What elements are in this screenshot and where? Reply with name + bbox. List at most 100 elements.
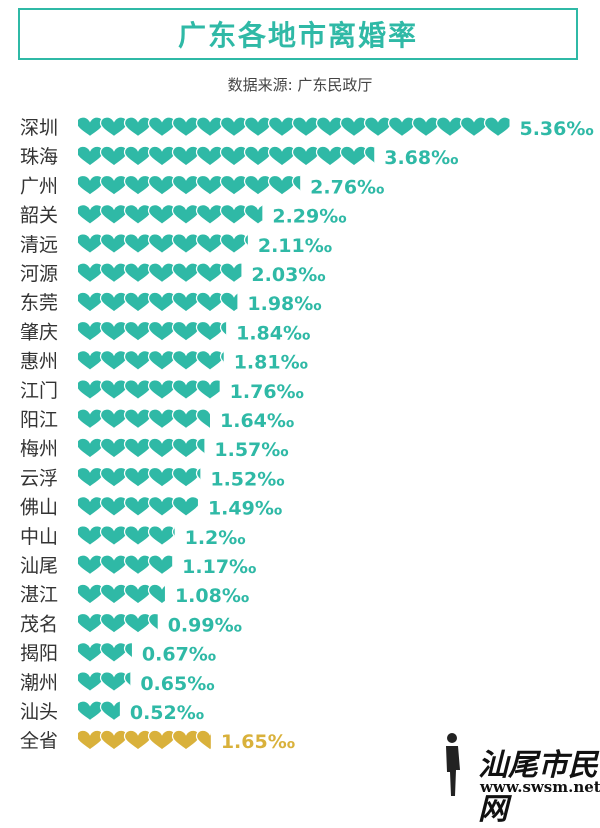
heart-icon	[411, 116, 441, 138]
value-label: 1.2‰	[185, 527, 246, 549]
heart-icon	[219, 233, 248, 255]
heart-icon	[195, 408, 211, 430]
bar	[78, 437, 205, 459]
category-label: 佛山	[20, 497, 58, 519]
heart-icon	[171, 145, 201, 167]
heart-icon	[99, 408, 129, 430]
value-label: 0.52‰	[130, 702, 204, 724]
heart-icon	[99, 291, 129, 313]
heart-icon	[99, 525, 129, 547]
heart-icon	[147, 554, 173, 576]
heart-icon	[78, 466, 105, 488]
heart-icon	[99, 320, 129, 342]
heart-icon	[363, 145, 375, 164]
heart-icon	[195, 291, 225, 313]
bar	[78, 262, 242, 284]
heart-icon	[267, 174, 297, 196]
heart-icon	[78, 204, 105, 226]
value-label: 1.81‰	[234, 352, 308, 374]
heart-icon	[219, 320, 227, 336]
heart-icon	[171, 437, 201, 459]
heart-icon	[78, 262, 105, 284]
value-label: 3.68‰	[384, 147, 458, 169]
heart-icon	[291, 174, 301, 192]
heart-icon	[123, 320, 153, 342]
value-label: 1.08‰	[175, 585, 249, 607]
title-box: 广东各地市离婚率	[18, 8, 578, 60]
heart-icon	[123, 496, 153, 518]
heart-icon	[315, 145, 345, 167]
bar	[78, 174, 301, 196]
heart-icon	[147, 204, 177, 226]
heart-icon	[78, 700, 105, 722]
heart-icon	[195, 174, 225, 196]
heart-icon	[219, 116, 249, 138]
heart-icon	[123, 116, 153, 138]
heart-icon	[123, 466, 153, 488]
heart-icon	[78, 525, 105, 547]
heart-icon	[147, 525, 175, 547]
heart-icon	[99, 642, 129, 664]
heart-icon	[99, 612, 129, 634]
value-label: 1.17‰	[182, 556, 256, 578]
value-label: 0.65‰	[140, 673, 214, 695]
heart-icon	[78, 612, 105, 634]
bar	[78, 671, 131, 693]
watermark-figure-icon	[446, 733, 460, 796]
heart-icon	[147, 437, 177, 459]
heart-icon	[243, 174, 273, 196]
heart-icon	[99, 583, 129, 605]
heart-icon	[123, 350, 153, 372]
heart-icon	[195, 145, 225, 167]
page-title: 广东各地市离婚率	[177, 19, 418, 52]
heart-icon	[219, 174, 249, 196]
bar	[78, 116, 510, 138]
heart-icon	[171, 379, 201, 401]
heart-icon	[123, 291, 153, 313]
heart-icon	[171, 526, 175, 538]
heart-icon	[123, 233, 153, 255]
heart-icon	[147, 496, 177, 518]
category-label: 茂名	[20, 613, 58, 635]
category-label: 阳江	[20, 409, 58, 431]
heart-icon	[99, 350, 129, 372]
heart-icon	[78, 671, 105, 693]
watermark-url: www.swsm.net	[480, 778, 600, 796]
heart-icon	[315, 116, 345, 138]
heart-icon	[291, 116, 321, 138]
category-label: 珠海	[20, 146, 58, 168]
bar	[78, 583, 165, 605]
bar-total	[78, 729, 211, 751]
heart-icon	[339, 145, 369, 167]
value-label: 1.49‰	[208, 498, 282, 520]
heart-icon	[99, 379, 129, 401]
value-label: 2.29‰	[272, 206, 346, 228]
bar	[78, 554, 173, 576]
heart-icon	[99, 554, 129, 576]
bar	[78, 145, 375, 167]
heart-icon	[171, 350, 201, 372]
heart-icon	[171, 174, 201, 196]
heart-icon	[147, 466, 177, 488]
heart-icon	[99, 729, 129, 751]
value-label: 0.99‰	[168, 614, 242, 636]
heart-icon	[99, 671, 129, 693]
heart-icon	[171, 262, 201, 284]
category-label: 清远	[20, 234, 58, 256]
heart-icon	[291, 145, 321, 167]
value-label: 2.76‰	[310, 176, 384, 198]
heart-icon	[78, 554, 105, 576]
heart-icon	[219, 145, 249, 167]
heart-icon	[147, 379, 177, 401]
heart-icon	[123, 671, 131, 687]
category-label: 潮州	[20, 672, 58, 694]
heart-icon	[459, 116, 489, 138]
category-label: 梅州	[20, 438, 58, 460]
bar	[78, 642, 132, 664]
heart-icon	[147, 174, 177, 196]
heart-icon	[99, 145, 129, 167]
category-label: 中山	[20, 526, 58, 548]
bar	[78, 496, 198, 518]
heart-icon	[195, 467, 201, 481]
bar	[78, 466, 201, 488]
